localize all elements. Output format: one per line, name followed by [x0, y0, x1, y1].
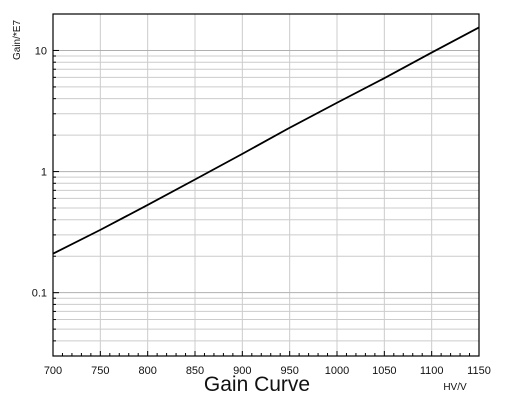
x-axis-label: HV/V — [443, 382, 467, 393]
plot-frame — [52, 13, 480, 357]
x-tick-label: 800 — [138, 365, 156, 377]
x-tick-label: 1100 — [420, 365, 444, 377]
x-tick-label: 750 — [91, 365, 109, 377]
x-tick-label: 850 — [186, 365, 204, 377]
y-tick-label: 1 — [41, 167, 47, 179]
x-tick-label: 1150 — [467, 365, 491, 377]
x-tick-label: 1050 — [372, 365, 396, 377]
y-tick-label: 0.1 — [32, 288, 47, 300]
minor-tick-layer — [52, 49, 480, 356]
x-tick-label: 950 — [280, 365, 298, 377]
chart-title: Gain Curve — [204, 373, 310, 396]
x-tick-label: 700 — [44, 365, 62, 377]
y-tick-labels: 0.1 1 10 — [32, 45, 47, 299]
gain-series-line — [52, 26, 480, 255]
x-tick-label: 900 — [233, 365, 251, 377]
y-axis-label: Gain/*E7 — [12, 20, 23, 60]
x-tick-label: 1000 — [325, 365, 349, 377]
grid-layer — [53, 14, 479, 356]
x-tick-labels: 700 750 800 850 900 950 1000 1050 1100 1150 — [44, 365, 491, 377]
y-tick-label: 10 — [35, 45, 47, 57]
